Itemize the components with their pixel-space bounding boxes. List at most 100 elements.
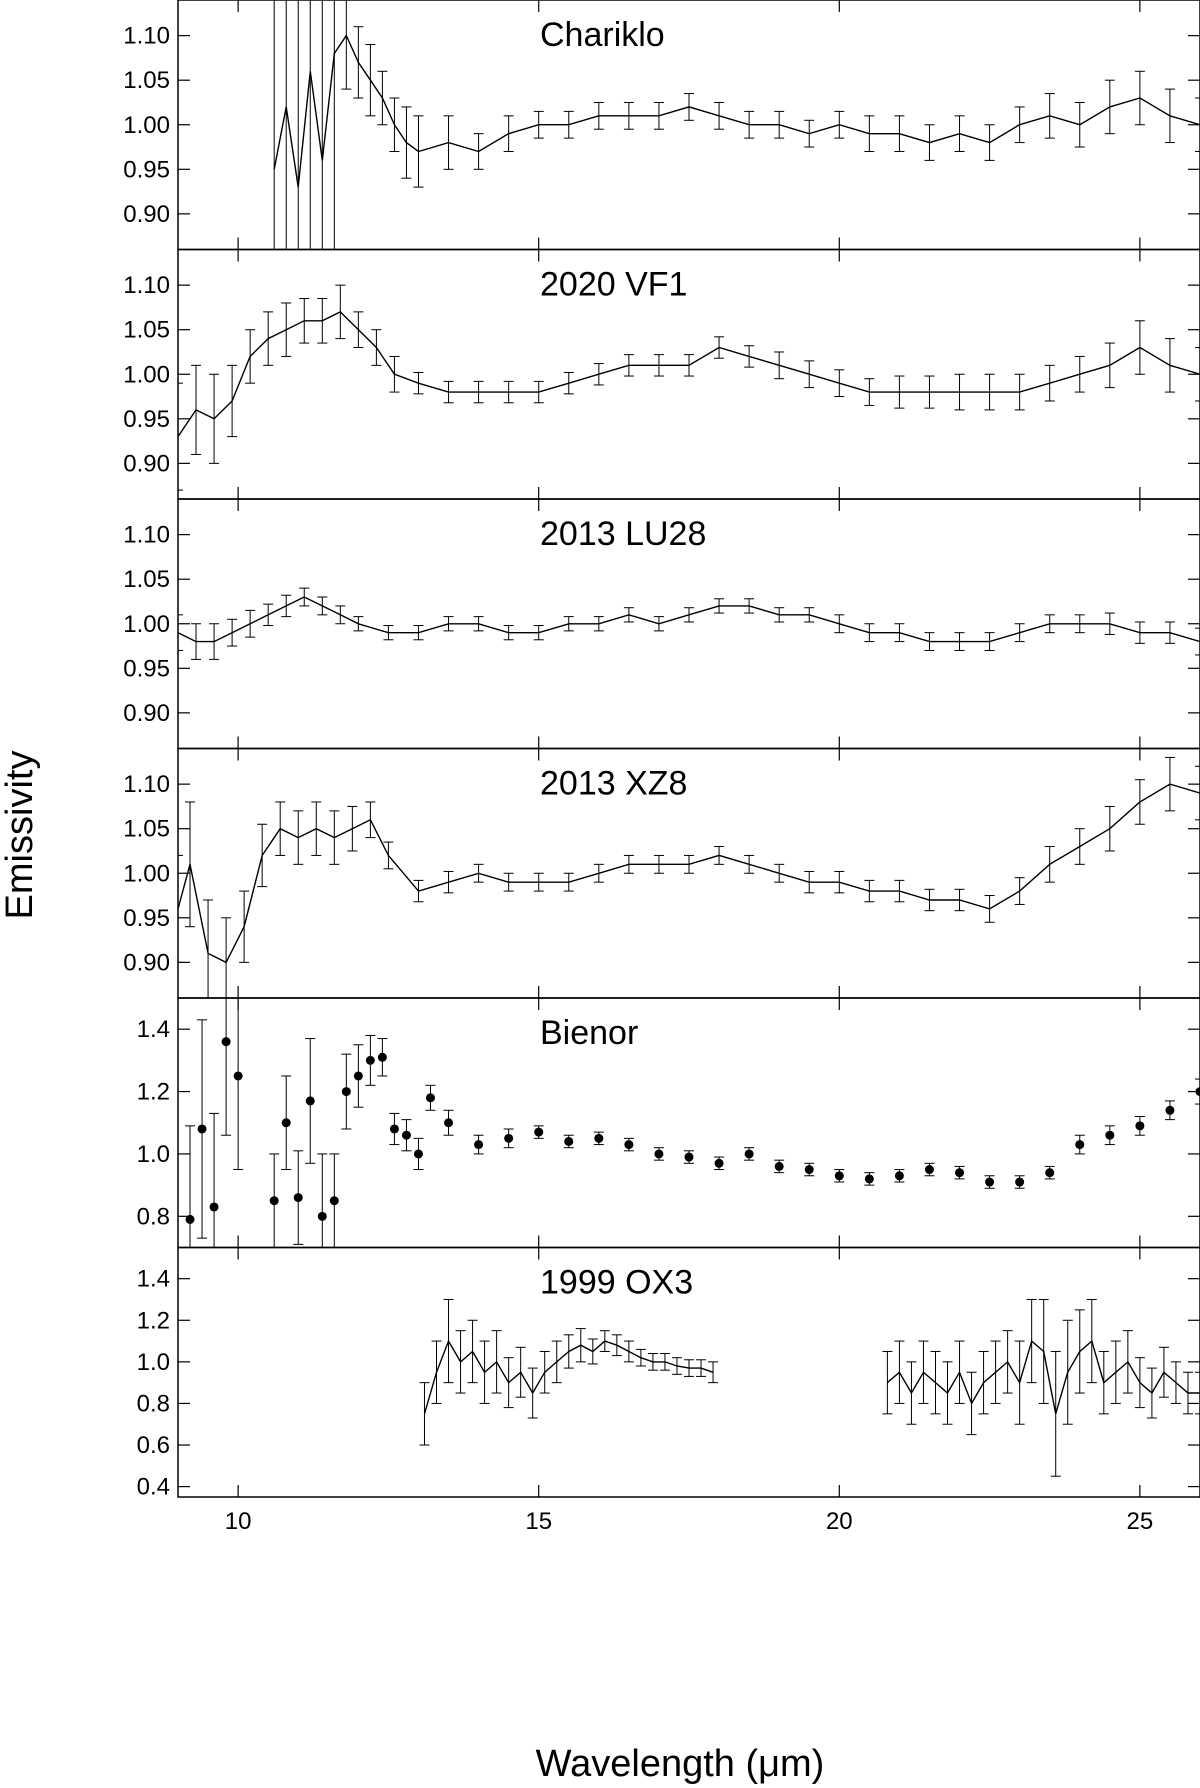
y-tick-label: 1.4 xyxy=(137,1016,170,1043)
data-point xyxy=(365,1055,375,1065)
panel-6: 0.4 0.6 0.8 1.0 1.2 1.4 10 15 20 25 1999 OX3 xyxy=(137,1246,1200,1535)
data-point xyxy=(1075,1140,1085,1150)
panel-4: 0.90 0.95 1.00 1.05 1.10 2013 XZ8 xyxy=(123,747,1200,999)
y-tick-label: 0.90 xyxy=(123,949,170,976)
y-tick-label: 1.00 xyxy=(123,112,170,139)
y-tick-label: 1.10 xyxy=(123,272,170,299)
y-tick-label: 1.0 xyxy=(137,1349,170,1376)
panel-data xyxy=(273,0,1200,250)
data-point xyxy=(714,1158,724,1168)
x-axis-title: Wavelength (μm) xyxy=(536,1743,825,1785)
series-line xyxy=(423,1339,714,1414)
data-point xyxy=(894,1171,904,1181)
data-point xyxy=(1165,1105,1175,1115)
panel-title: 1999 OX3 xyxy=(540,1264,693,1302)
data-point xyxy=(413,1149,423,1159)
y-tick-label: 1.10 xyxy=(123,23,170,50)
panel-title: Bienor xyxy=(540,1014,638,1052)
data-point xyxy=(774,1161,784,1171)
data-point xyxy=(1195,1087,1200,1097)
y-tick-label: 1.2 xyxy=(137,1307,170,1334)
data-point xyxy=(1015,1177,1025,1187)
data-point xyxy=(269,1196,279,1206)
data-point xyxy=(329,1196,339,1206)
data-point xyxy=(924,1165,934,1175)
y-tick-label: 1.05 xyxy=(123,566,170,593)
y-tick-label: 0.95 xyxy=(123,905,170,932)
panel-3: 0.90 0.95 1.00 1.05 1.10 2013 LU28 xyxy=(123,498,1200,750)
y-tick-label: 0.6 xyxy=(137,1432,170,1459)
series-line xyxy=(886,1339,1200,1414)
data-point xyxy=(197,1124,207,1134)
data-point xyxy=(654,1149,664,1159)
y-tick-label: 0.4 xyxy=(137,1474,170,1501)
data-point xyxy=(564,1136,574,1146)
panel-title: 2020 VF1 xyxy=(540,266,687,304)
panel-2: 0.90 0.95 1.00 1.05 1.10 2020 VF1 xyxy=(123,248,1200,500)
data-point xyxy=(504,1133,514,1143)
panel-title: Chariklo xyxy=(540,16,665,54)
data-point xyxy=(341,1087,351,1097)
data-point xyxy=(864,1174,874,1184)
y-tick-label: 1.05 xyxy=(123,67,170,94)
series-line xyxy=(178,596,1200,643)
data-point xyxy=(389,1124,399,1134)
data-point xyxy=(185,1214,195,1224)
data-point xyxy=(1105,1130,1115,1140)
y-tick-label: 0.95 xyxy=(123,406,170,433)
y-tick-label: 1.05 xyxy=(123,317,170,344)
series-line xyxy=(178,311,1200,437)
panel-frame xyxy=(177,997,1200,1249)
data-point xyxy=(281,1118,291,1128)
data-point xyxy=(377,1052,387,1062)
series-line xyxy=(273,34,1200,188)
y-tick-label: 1.00 xyxy=(123,611,170,638)
data-point xyxy=(353,1071,363,1081)
y-tick-label: 0.90 xyxy=(123,700,170,727)
data-point xyxy=(955,1168,965,1178)
data-point xyxy=(474,1140,484,1150)
data-point xyxy=(401,1130,411,1140)
data-point xyxy=(594,1133,604,1143)
y-tick-label: 0.8 xyxy=(137,1390,170,1417)
panel-data xyxy=(178,756,1200,998)
panel-data xyxy=(419,1298,1200,1477)
data-point xyxy=(804,1165,814,1175)
panel-data xyxy=(178,284,1200,491)
y-tick-label: 1.00 xyxy=(123,361,170,388)
panel-frame xyxy=(177,0,1200,251)
y-tick-label: 0.95 xyxy=(123,655,170,682)
y-tick-label: 1.10 xyxy=(123,771,170,798)
y-tick-label: 0.90 xyxy=(123,201,170,228)
data-point xyxy=(221,1037,231,1047)
y-tick-label: 1.4 xyxy=(137,1266,170,1293)
panel-frame xyxy=(177,1246,1200,1498)
panel-5: 0.8 1.0 1.2 1.4 Bienor xyxy=(137,997,1200,1249)
y-tick-label: 1.10 xyxy=(123,522,170,549)
data-point xyxy=(233,1071,243,1081)
y-tick-label: 1.0 xyxy=(137,1141,170,1168)
panel-title: 2013 LU28 xyxy=(540,515,706,553)
data-point xyxy=(744,1149,754,1159)
data-point xyxy=(317,1211,327,1221)
y-tick-label: 0.90 xyxy=(123,450,170,477)
data-point xyxy=(624,1140,634,1150)
panel-1: 0.90 0.95 1.00 1.05 1.10 Chariklo xyxy=(123,0,1200,251)
data-point xyxy=(684,1152,694,1162)
data-point xyxy=(444,1118,454,1128)
panel-data xyxy=(185,998,1200,1248)
y-tick-label: 0.95 xyxy=(123,156,170,183)
x-tick-label: 10 xyxy=(225,1508,252,1535)
data-point xyxy=(209,1202,219,1212)
data-point xyxy=(534,1127,544,1137)
y-tick-label: 1.00 xyxy=(123,860,170,887)
y-tick-label: 1.2 xyxy=(137,1079,170,1106)
data-point xyxy=(1045,1168,1055,1178)
data-point xyxy=(985,1177,995,1187)
y-axis-title: Emissivity xyxy=(0,751,41,920)
panels-group: 0.900.951.001.051.10 Chariklo0.900.951.00… xyxy=(123,0,1200,1535)
panel-data xyxy=(178,587,1200,660)
series-line xyxy=(178,783,1200,964)
y-tick-label: 0.8 xyxy=(137,1203,170,1230)
x-tick-label: 15 xyxy=(525,1508,552,1535)
